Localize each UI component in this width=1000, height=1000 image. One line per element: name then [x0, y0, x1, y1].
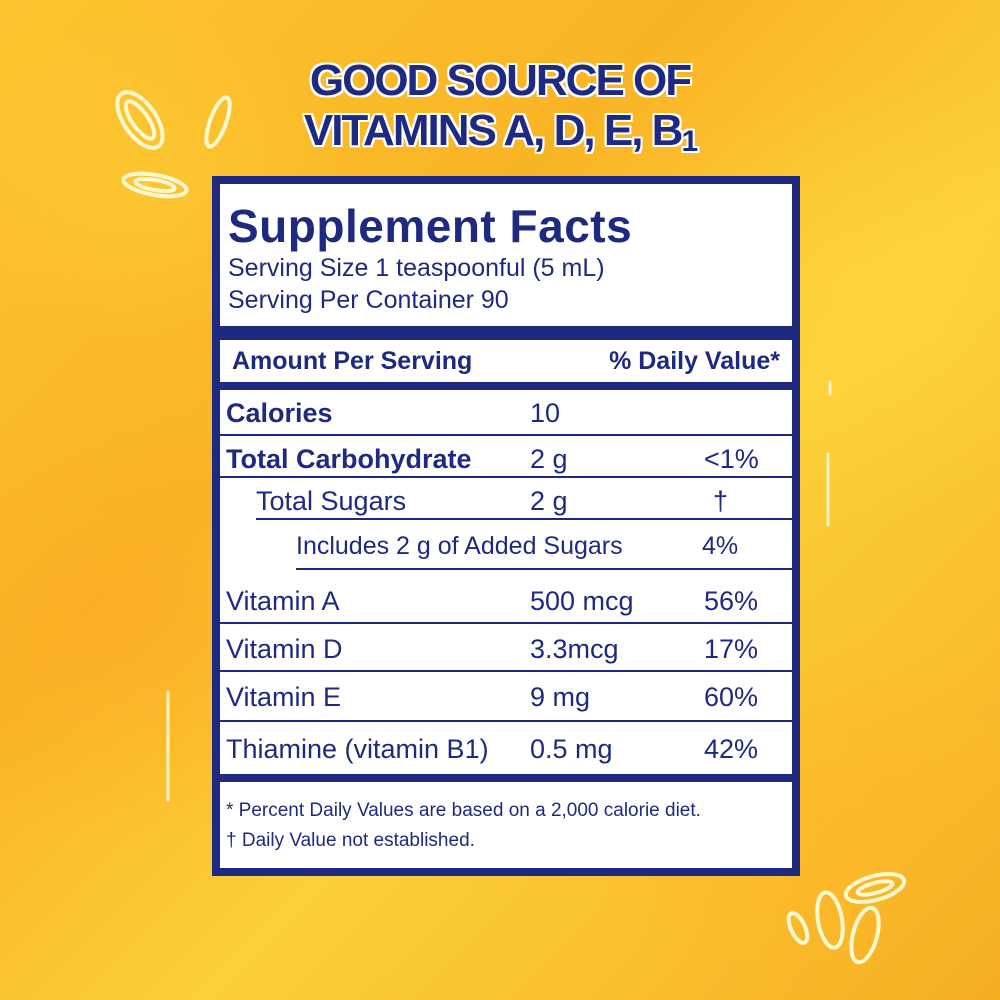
nutrient-dv: 42%	[704, 734, 759, 764]
table-row: Vitamin A 500 mcg 56%	[220, 570, 792, 624]
nutrient-name: Total Carbohydrate	[226, 444, 472, 474]
nutrient-amount: 500 mcg	[530, 586, 634, 616]
nutrient-dv: 56%	[704, 586, 759, 616]
divider-band	[220, 326, 792, 340]
sparkle-decoration	[826, 380, 832, 527]
nutrient-dv: †	[713, 486, 729, 516]
droplet-splash-icon	[786, 872, 907, 965]
nutrient-name: Thiamine (vitamin B1)	[226, 734, 489, 764]
nutrient-name: Includes 2 g of Added Sugars	[296, 532, 623, 560]
nutrient-amount: 3.3mcg	[530, 634, 619, 664]
nutrient-name: Total Sugars	[256, 486, 407, 516]
headline-line-2: VITAMINS A, D, E, B1	[0, 106, 1000, 161]
servings-per-container: Serving Per Container 90	[228, 286, 509, 314]
nutrient-name: Calories	[226, 398, 333, 428]
footnotes: * Percent Daily Values are based on a 2,…	[220, 782, 792, 856]
nutrient-dv: <1%	[704, 444, 759, 474]
headline-subscript: 1	[681, 125, 698, 158]
nutrient-name: Vitamin A	[226, 586, 340, 616]
headline-line-1: GOOD SOURCE OF	[309, 56, 692, 105]
footnote-not-established: † Daily Value not established.	[226, 830, 475, 851]
droplet-splash-icon	[115, 90, 232, 199]
nutrient-amount: 0.5 mg	[530, 734, 613, 764]
footnote-daily-values: * Percent Daily Values are based on a 2,…	[226, 800, 701, 821]
nutrient-dv: 60%	[704, 682, 759, 712]
header-daily-value: % Daily Value*	[609, 346, 780, 375]
sparkle-decoration	[166, 690, 170, 802]
table-row: Vitamin E 9 mg 60%	[220, 672, 792, 722]
header-amount: Amount Per Serving	[232, 346, 473, 375]
nutrient-name: Vitamin E	[226, 682, 342, 712]
table-row: Calories 10	[220, 390, 792, 436]
divider-band	[220, 382, 792, 390]
nutrient-name: Vitamin D	[226, 634, 343, 664]
table-row: Total Sugars 2 g †	[256, 478, 792, 520]
nutrient-amount: 2 g	[530, 444, 568, 474]
supplement-facts-panel: Supplement Facts Serving Size 1 teaspoon…	[212, 176, 800, 876]
table-row: Vitamin D 3.3mcg 17%	[220, 624, 792, 672]
headline: GOOD SOURCE OF VITAMINS A, D, E, B1	[0, 56, 1000, 161]
table-row: Total Carbohydrate 2 g <1%	[220, 436, 792, 478]
table-row: Includes 2 g of Added Sugars 4%	[296, 520, 792, 570]
serving-size: Serving Size 1 teaspoonful (5 mL)	[228, 254, 605, 282]
divider-band	[220, 774, 792, 782]
nutrient-amount: 10	[530, 398, 561, 428]
nutrient-amount: 2 g	[530, 486, 568, 516]
headline-line-2-text: VITAMINS A, D, E, B	[303, 106, 684, 155]
table-header: Amount Per Serving % Daily Value*	[220, 340, 792, 382]
nutrient-dv: 4%	[702, 532, 739, 560]
nutrient-amount: 9 mg	[530, 682, 591, 712]
nutrient-dv: 17%	[704, 634, 759, 664]
table-row: Thiamine (vitamin B1) 0.5 mg 42%	[220, 722, 792, 774]
facts-title: Supplement Facts	[228, 200, 633, 252]
